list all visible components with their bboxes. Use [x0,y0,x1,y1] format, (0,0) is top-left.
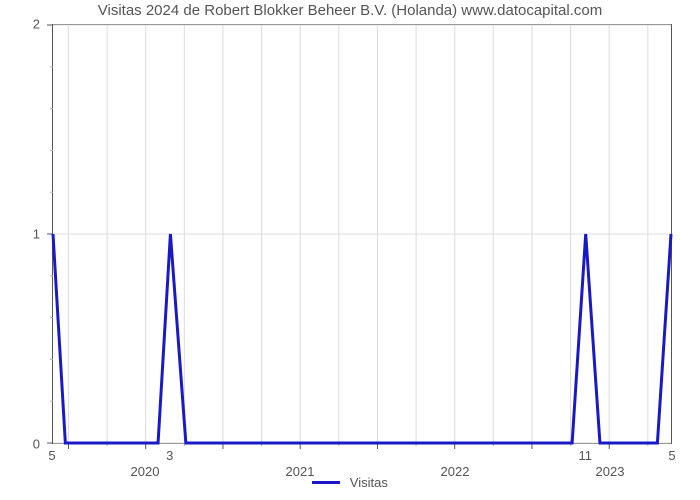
legend-label: Visitas [350,475,388,490]
y-tick-1: 1 [0,227,46,242]
value-label: 5 [48,448,55,463]
value-label: 11 [578,448,592,463]
chart-container: Visitas 2024 de Robert Blokker Beheer B.… [0,0,700,500]
plot-area [52,24,672,444]
legend-swatch [312,481,340,484]
grid-group [47,25,671,449]
y-tick-2: 2 [0,17,46,32]
legend: Visitas [0,474,700,490]
y-tick-0: 0 [0,437,46,452]
value-label: 5 [668,448,675,463]
value-label: 3 [166,448,173,463]
chart-title: Visitas 2024 de Robert Blokker Beheer B.… [0,2,700,19]
plot-svg [53,25,671,443]
